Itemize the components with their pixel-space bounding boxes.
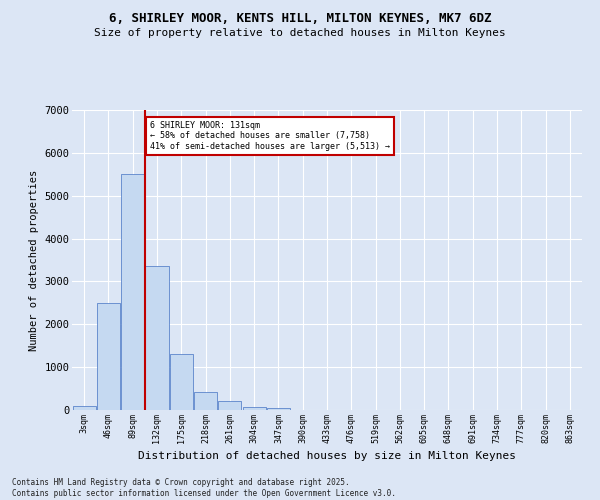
Bar [242,407,266,410]
Bar [97,303,120,410]
Bar [170,354,193,410]
Text: 6, SHIRLEY MOOR, KENTS HILL, MILTON KEYNES, MK7 6DZ: 6, SHIRLEY MOOR, KENTS HILL, MILTON KEYN… [109,12,491,26]
Text: 6 SHIRLEY MOOR: 131sqm
← 58% of detached houses are smaller (7,758)
41% of semi-: 6 SHIRLEY MOOR: 131sqm ← 58% of detached… [150,120,390,150]
Bar [121,174,144,410]
Text: Size of property relative to detached houses in Milton Keynes: Size of property relative to detached ho… [94,28,506,38]
Text: Contains HM Land Registry data © Crown copyright and database right 2025.
Contai: Contains HM Land Registry data © Crown c… [12,478,396,498]
Bar [73,406,95,410]
Y-axis label: Number of detached properties: Number of detached properties [29,170,38,350]
Bar [218,402,241,410]
X-axis label: Distribution of detached houses by size in Milton Keynes: Distribution of detached houses by size … [138,451,516,461]
Bar [267,408,290,410]
Bar [145,266,169,410]
Bar [194,392,217,410]
